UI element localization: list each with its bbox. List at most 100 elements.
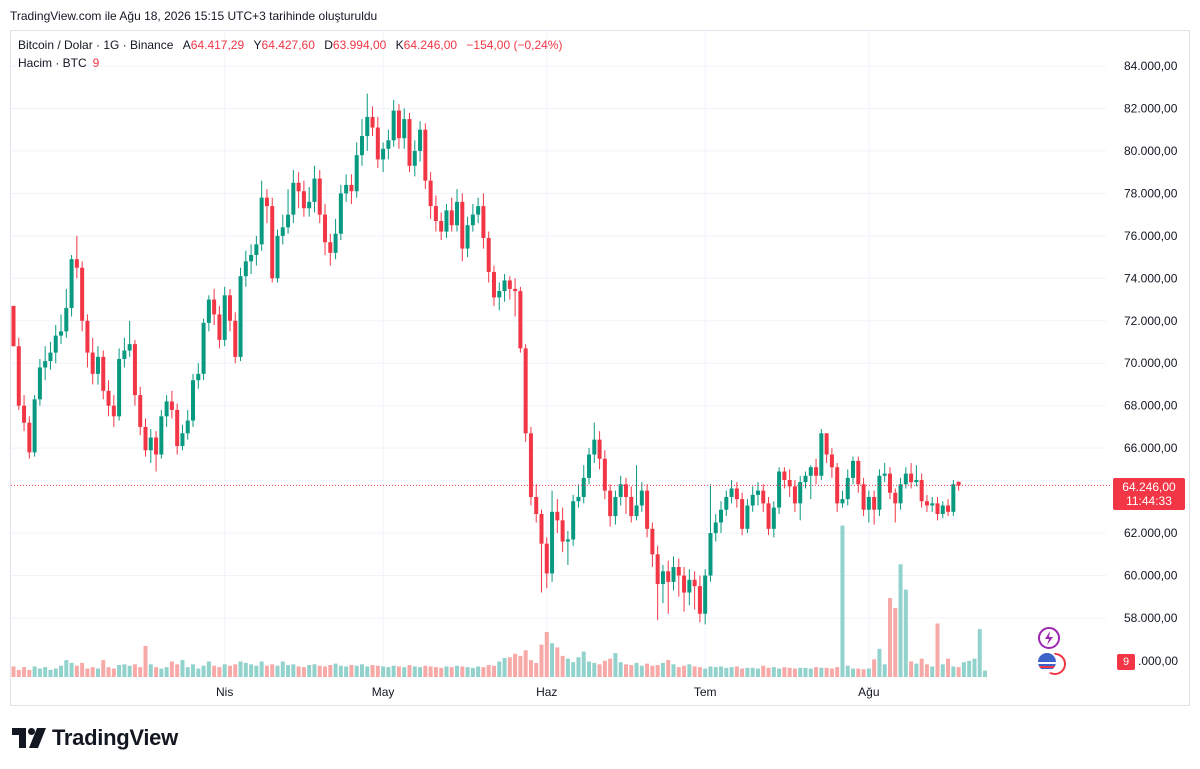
candle-body [866,496,871,510]
candle-body [687,579,692,593]
candle [196,363,201,389]
candle-body [576,496,581,502]
candle [539,509,544,593]
candle [708,484,713,582]
volume-bar [571,662,576,677]
tradingview-logo[interactable]: TradingView [12,725,178,751]
candle-body [814,467,819,476]
candle [280,214,285,245]
candle-body [502,280,507,292]
volume-bar [122,664,127,677]
candle [206,295,211,332]
tradingview-wordmark: TradingView [52,725,178,750]
candle [750,486,755,512]
candle-body [53,335,58,353]
candle-body [95,356,100,374]
candle-body [101,356,106,391]
candle [233,312,238,364]
candle-body [264,197,269,207]
volume-bar [497,661,502,677]
candle [64,288,69,338]
volume-bar [439,667,444,677]
volume-bar [22,667,27,677]
price-axis[interactable]: 84.000,00 82.000,00 80.000,00 78.000,00 76.0… [1124,59,1178,668]
candle [127,320,132,357]
candle [101,350,106,400]
symbol-legend: Bitcoin / Dolar · 1G · Binance A64.417,2… [18,38,562,52]
volume-bar [909,661,914,677]
volume-bar [534,662,539,677]
volume-bar [523,650,528,677]
candle [370,106,375,137]
volume-bar [666,660,671,677]
candle-body [703,575,708,614]
candle-body [386,140,391,149]
candle [798,475,803,521]
volume-bar [264,665,269,677]
volume-bar [671,664,676,677]
candle-body [956,481,961,486]
candle [143,418,148,457]
last-price-value: 64.246,00 [1122,480,1176,494]
candle [217,305,222,349]
candle [734,482,739,508]
candle [111,395,116,427]
candle-body [940,505,945,514]
volume-bar [629,665,634,677]
candle-body [201,322,206,374]
candle-body [16,346,21,406]
candle-body [676,567,681,576]
candle-body [222,295,227,340]
candle [90,337,95,385]
volume-bar [259,661,264,677]
symbol-name[interactable]: Bitcoin / Dolar · 1G · Binance [18,38,174,52]
candle-body [138,395,143,427]
candle-body [634,505,639,517]
candle [835,463,840,512]
volume-legend[interactable]: Hacim · BTC 9 [18,56,99,70]
candle [180,424,185,451]
volume-bar [117,665,122,677]
volume-bar [48,669,53,677]
candle [439,212,444,241]
us-flag-icon[interactable] [1036,651,1058,673]
time-tick-label: May [372,685,395,699]
candle-body [935,503,940,514]
candle [956,481,961,491]
lightning-event-icon[interactable] [1038,627,1060,649]
time-axis[interactable]: Nis May Haz Tem Ağu [216,685,880,699]
candle-body [286,214,291,228]
candle [745,499,750,534]
candle-body [476,206,481,215]
candle-body [249,254,254,262]
candle [909,463,914,489]
volume-bar [565,658,570,677]
close-label: K [395,38,404,52]
candle-body [518,291,523,349]
candle [37,358,42,406]
candle [354,142,359,198]
candle-body [534,496,539,514]
volume-bar [898,564,903,677]
candle [117,348,122,421]
candle-body [439,220,444,232]
volume-bar [333,663,338,677]
candle-body [106,390,111,406]
candle-body [565,539,570,542]
candle-body [497,291,502,298]
candle-body [845,477,850,500]
volume-bar [106,667,111,677]
candle [951,480,956,517]
candle [560,507,565,553]
candle [486,231,491,283]
candle [914,465,919,487]
volume-bar [418,667,423,677]
high-value: 64.427,60 [261,38,315,52]
candle-body [270,206,275,279]
candle [629,486,634,523]
candle [872,490,877,525]
volume-bar [169,661,174,677]
candle-body [233,320,238,357]
candle [502,274,507,302]
